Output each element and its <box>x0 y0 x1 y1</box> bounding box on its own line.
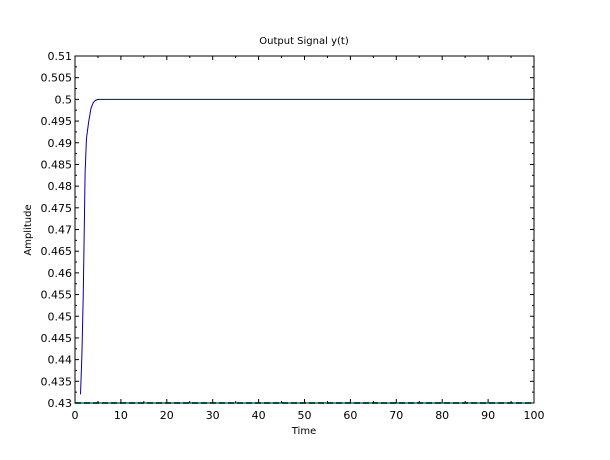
y-tick-label: 0.51 <box>48 50 73 63</box>
x-tick-label: 100 <box>524 409 545 422</box>
x-tick-label: 20 <box>160 409 174 422</box>
x-tick-label: 70 <box>389 409 403 422</box>
chart-title: Output Signal y(t) <box>259 36 349 47</box>
y-tick-label: 0.47 <box>48 224 73 237</box>
x-tick-label: 30 <box>206 409 220 422</box>
series-line-0 <box>80 98 534 395</box>
y-tick-label: 0.485 <box>41 158 73 171</box>
y-tick-label: 0.49 <box>48 137 73 150</box>
x-tick-label: 90 <box>481 409 495 422</box>
x-axis: 0 10 20 30 40 50 60 70 80 90 100 <box>72 56 545 422</box>
x-tick-label: 40 <box>252 409 266 422</box>
x-tick-label: 60 <box>343 409 357 422</box>
y-tick-label: 0.43 <box>48 397 73 410</box>
x-tick-label: 0 <box>72 409 79 422</box>
y-tick-label: 0.46 <box>48 267 73 280</box>
y-tick-label: 0.48 <box>48 180 73 193</box>
y-tick-label: 0.475 <box>41 202 73 215</box>
y-tick-label: 0.5 <box>55 93 73 106</box>
y-axis: 0.43 0.435 0.44 0.445 0.45 0.455 0.46 0.465 0.47… <box>41 50 534 410</box>
x-axis-title: Time <box>291 426 316 437</box>
y-tick-label: 0.44 <box>48 354 73 367</box>
y-tick-label: 0.45 <box>48 310 73 323</box>
y-tick-label: 0.455 <box>41 289 73 302</box>
y-tick-label: 0.495 <box>41 115 73 128</box>
x-tick-label: 50 <box>298 409 312 422</box>
x-tick-label: 10 <box>114 409 128 422</box>
y-tick-label: 0.445 <box>41 332 73 345</box>
x-tick-label: 80 <box>435 409 449 422</box>
y-tick-label: 0.465 <box>41 245 73 258</box>
y-axis-title: Amplitude <box>23 204 34 255</box>
y-tick-label: 0.505 <box>41 72 73 85</box>
y-tick-label: 0.435 <box>41 375 73 388</box>
